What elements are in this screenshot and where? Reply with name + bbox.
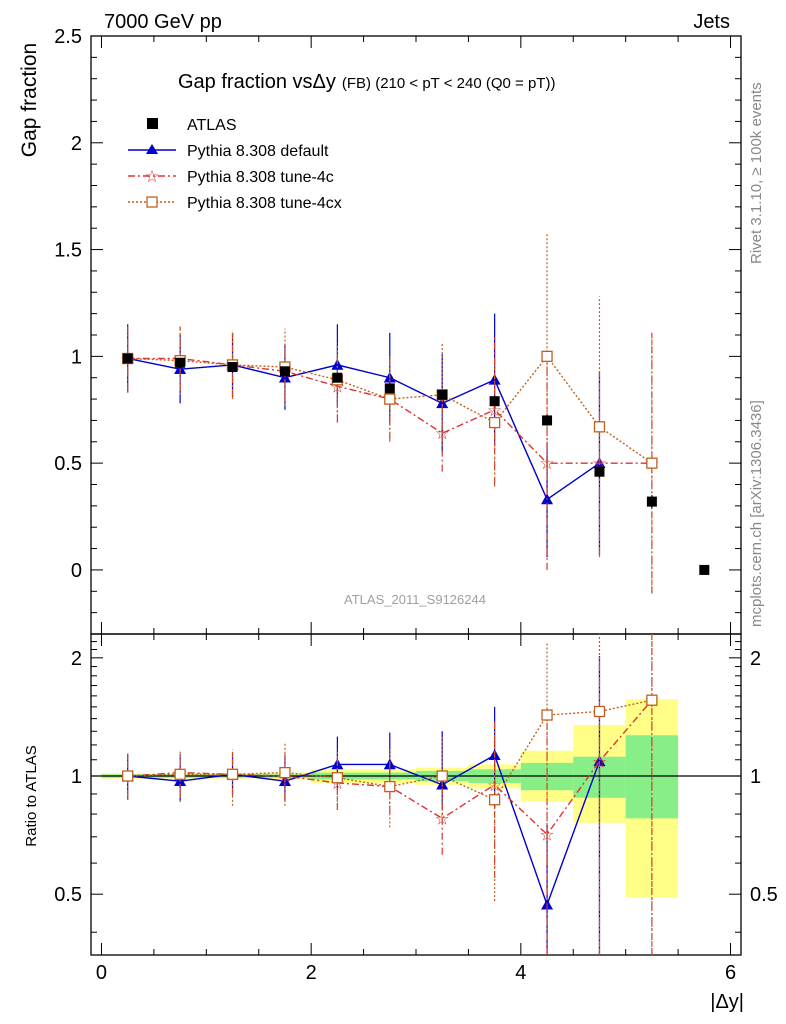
y-tick-label: 1 — [71, 346, 82, 368]
ratio-tick-label: 2 — [71, 648, 82, 670]
point-atlas — [542, 415, 553, 426]
point-tune-4c: ☆ — [435, 424, 450, 444]
legend-4cx-marker — [146, 196, 158, 208]
ratio-tick-label-right: 1 — [750, 766, 761, 788]
legend-default-marker — [146, 144, 158, 154]
legend-4cx-label: Pythia 8.308 tune-4cx — [187, 195, 342, 212]
point-atlas — [279, 366, 290, 377]
point-tune-4cx — [488, 416, 501, 429]
ratio-point-tune-4cx — [488, 794, 501, 806]
ratio-point-tune-4cx — [384, 780, 396, 793]
series-line-tune-4cx — [127, 355, 653, 464]
point-atlas — [437, 389, 448, 400]
x-tick-label: 2 — [306, 962, 317, 984]
mcplots-label: mcplots.cern.ch [arXiv:1306.3436] — [748, 400, 765, 627]
y-tick-label: 0.5 — [54, 453, 82, 475]
point-atlas — [332, 372, 343, 383]
x-tick-label: 6 — [725, 962, 736, 984]
point-atlas — [227, 362, 238, 373]
title-tail: (FB) (210 < pT < 240 (Q0 = pT)) — [342, 75, 556, 92]
legend-atlas-marker — [147, 118, 158, 129]
legend-default-label: Pythia 8.308 default — [187, 143, 329, 160]
ratio-point-tune-4cx — [331, 772, 344, 784]
point-atlas — [384, 383, 395, 394]
ratio-point-tune-4c: ☆ — [435, 809, 450, 829]
y-tick-label: 1.5 — [54, 240, 82, 262]
ratio-frame — [90, 633, 742, 956]
ratio-tick-label: 1 — [71, 766, 82, 788]
header-left: 7000 GeV pp — [104, 11, 222, 33]
ratio-point-default — [593, 755, 606, 767]
point-atlas — [699, 564, 710, 575]
ratio-point-tune-4cx — [122, 770, 134, 782]
ratio-point-tune-4cx — [593, 705, 606, 718]
x-tick-label: 0 — [96, 962, 107, 984]
point-atlas — [122, 353, 133, 364]
y-axis-label: Gap fraction — [18, 43, 41, 157]
ratio-point-tune-4cx — [279, 766, 291, 779]
point-default — [436, 397, 449, 409]
ratio-point-tune-4cx — [541, 709, 553, 721]
title: Gap fraction vsΔy (FB) (210 < pT < 240 (Q… — [178, 71, 555, 93]
ratio-point-tune-4cx — [646, 694, 658, 706]
point-atlas — [594, 466, 605, 477]
legend-4c-label: Pythia 8.308 tune-4c — [187, 169, 334, 186]
y-tick-label: 2 — [71, 133, 82, 155]
y-tick-label: 2.5 — [54, 26, 82, 48]
y-tick-label: 0 — [71, 560, 82, 582]
x-tick-label: 4 — [515, 962, 526, 984]
title-delta: Δy — [313, 71, 336, 93]
point-atlas — [646, 496, 657, 507]
ratio-point-tune-4cx — [174, 768, 186, 780]
x-axis-label: |Δy| — [710, 991, 744, 1013]
legend: ATLAS Pythia 8.308 default ☆ Pythia 8.30… — [128, 117, 342, 212]
point-default — [331, 358, 344, 370]
ratio-point-tune-4c: ☆ — [539, 825, 554, 845]
point-tune-4cx — [646, 457, 658, 469]
ratio-point-tune-4cx — [436, 770, 448, 782]
ratio-tick-label-right: 0.5 — [750, 884, 778, 906]
point-atlas — [175, 357, 186, 368]
series-line-default — [127, 357, 600, 501]
ratio-line-default — [127, 754, 601, 907]
analysis-watermark: ATLAS_2011_S9126244 — [344, 592, 486, 607]
ratio-tick-label: 0.5 — [54, 884, 82, 906]
header-right: Jets — [693, 11, 730, 33]
ratio-point-tune-4cx — [226, 768, 239, 780]
legend-4c-marker: ☆ — [144, 167, 159, 187]
point-tune-4cx — [384, 393, 396, 405]
main-plot-area: 00.511.522.5☆☆☆☆☆☆☆☆☆☆☆ — [54, 26, 742, 955]
title-main: Gap fraction vs — [178, 71, 313, 93]
ratio-tick-label-right: 2 — [750, 648, 761, 670]
rivet-label: Rivet 3.1.10, ≥ 100k events — [748, 82, 765, 264]
ratio-axis-label: Ratio to ATLAS — [23, 745, 40, 846]
point-tune-4cx — [541, 350, 553, 363]
point-tune-4cx — [593, 421, 606, 433]
legend-atlas-label: ATLAS — [187, 117, 237, 134]
ratio-point-tune-4c: ☆ — [487, 776, 502, 796]
point-atlas — [489, 396, 500, 407]
